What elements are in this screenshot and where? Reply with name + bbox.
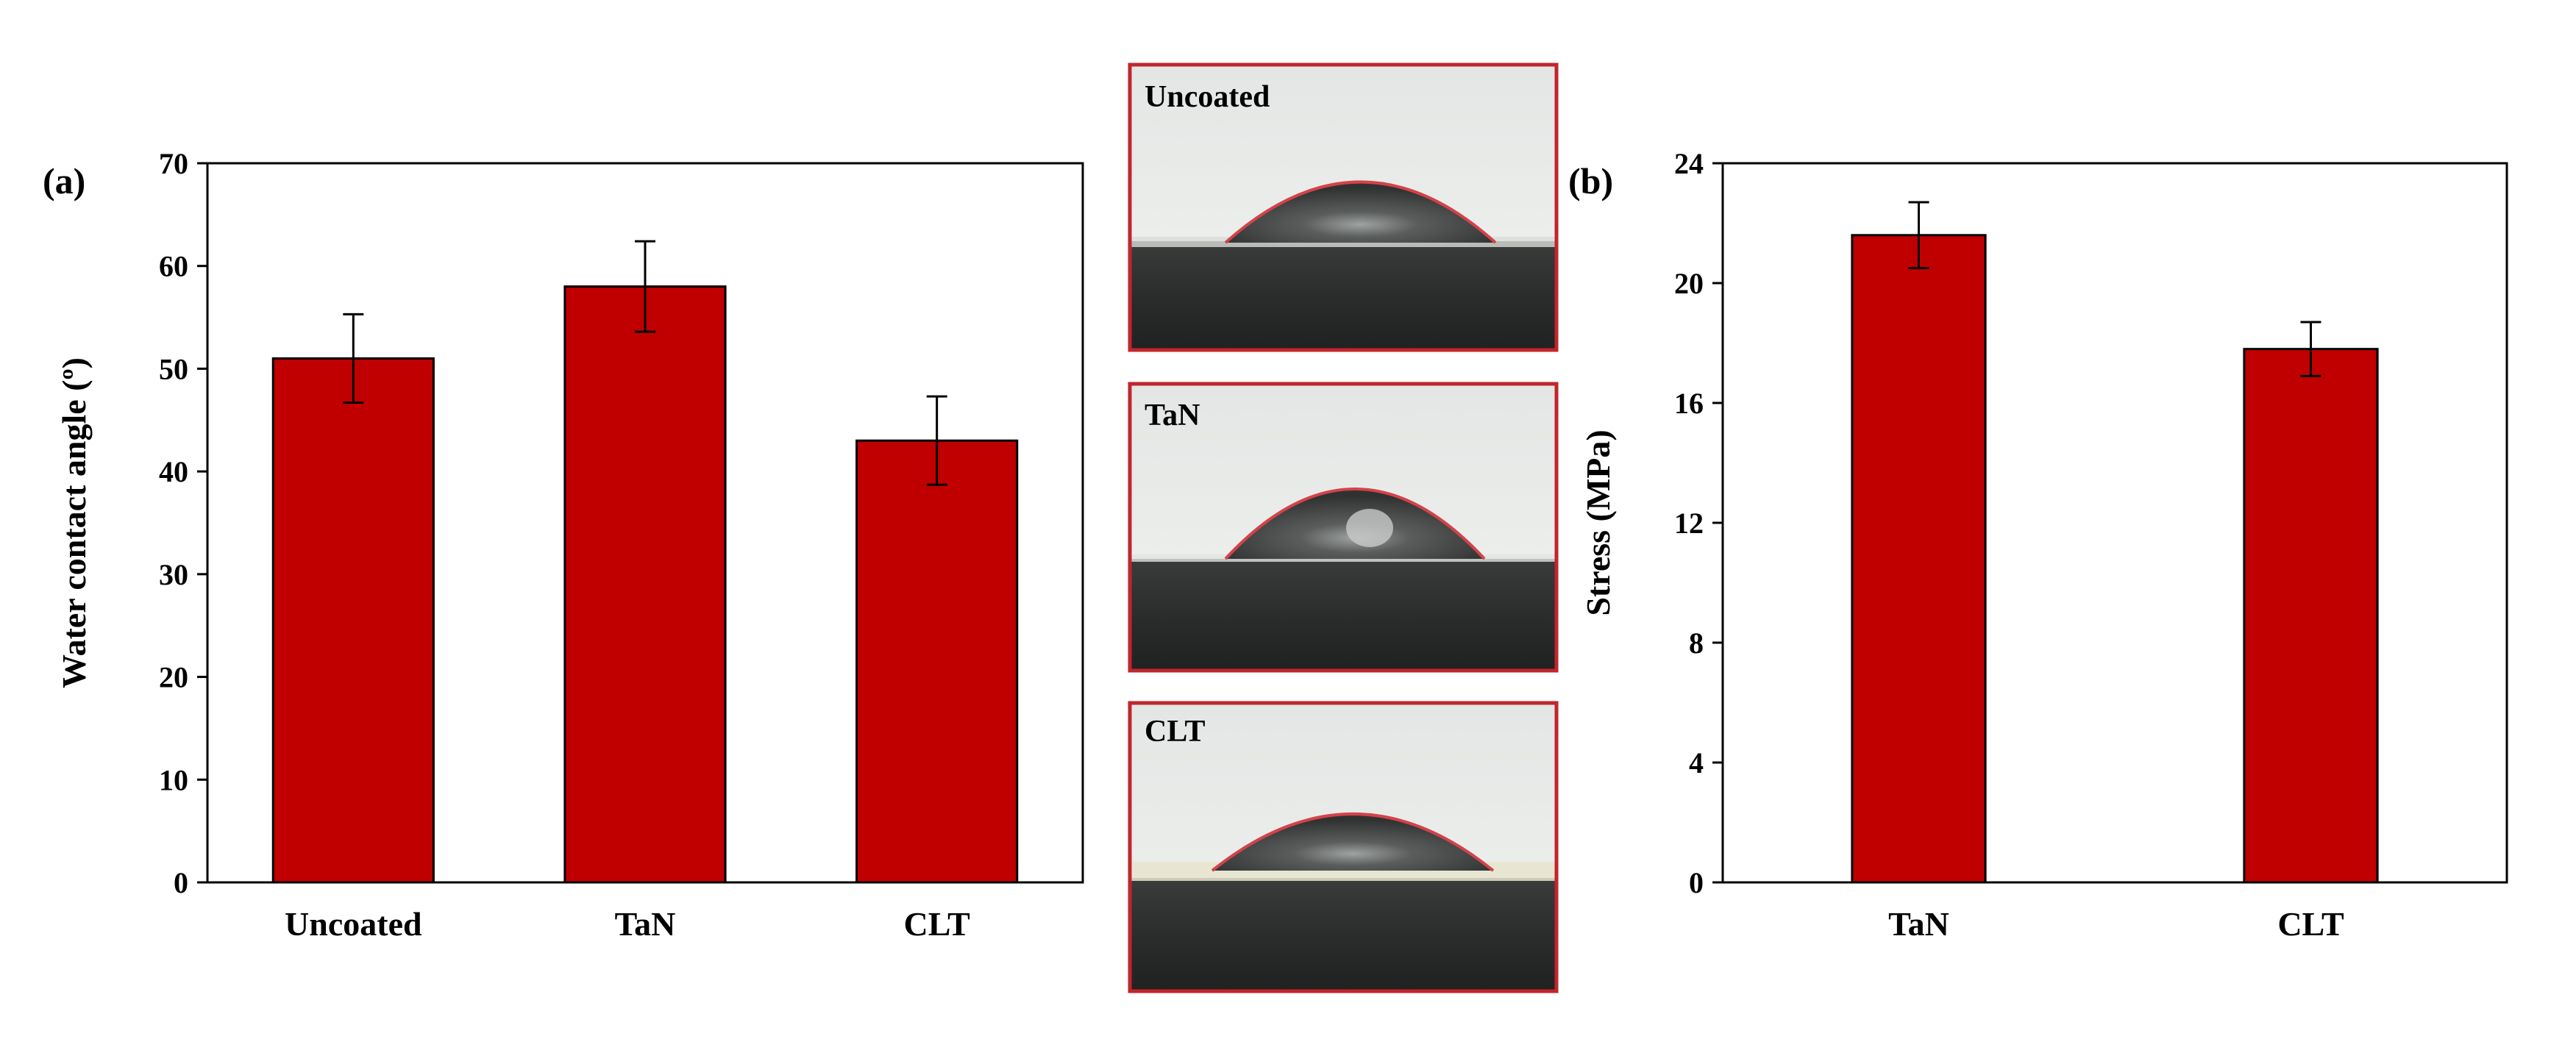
- x-tick-label-clt: CLT: [2277, 905, 2344, 943]
- error-bar-tan: [1908, 201, 1929, 270]
- contact-angle-chart: (a) 0 10 20 30 40 50 60 70 Uncoated TaN CLT Water…: [43, 147, 1084, 943]
- x-tick-label-tan: TaN: [615, 905, 676, 943]
- x-tick-label-clt: CLT: [903, 905, 969, 943]
- y-axis-label-b: Stress (MPa): [1579, 429, 1617, 615]
- photo-label-uncoated: Uncoated: [1145, 80, 1270, 114]
- x-tick-label-uncoated: Uncoated: [285, 905, 422, 943]
- y-tick-label: 0: [174, 866, 188, 899]
- bar-clt: [2243, 348, 2379, 884]
- photo-tan: TaN: [1128, 382, 1559, 673]
- error-bar-tan: [635, 240, 655, 333]
- bar-clt: [855, 439, 1019, 884]
- stress-chart: (b) 0 4 8 12 16 20 24 TaN CLT Stress (MPa): [1568, 147, 2508, 943]
- y-tick-label: 30: [159, 558, 188, 591]
- error-bar-clt: [926, 395, 947, 486]
- bar-tan: [563, 285, 727, 884]
- y-tick-label: 0: [1689, 866, 1704, 899]
- droplet-photos: Uncoated TaN CLT: [1128, 63, 1559, 993]
- photo-label-tan: TaN: [1145, 399, 1200, 432]
- y-tick-label: 10: [159, 763, 188, 796]
- y-axis-label-a: Water contact angle (º): [55, 357, 93, 688]
- y-tick-label: 20: [1674, 267, 1704, 300]
- error-bar-clt: [2300, 321, 2321, 377]
- y-tick-label: 60: [159, 250, 188, 283]
- bar-uncoated: [271, 357, 435, 884]
- y-tick-label: 50: [159, 352, 188, 385]
- y-tick-label: 12: [1674, 507, 1704, 540]
- photo-clt: CLT: [1128, 701, 1559, 993]
- x-tick-label-tan: TaN: [1888, 905, 1949, 943]
- panel-label-b: (b): [1568, 160, 1613, 201]
- photo-uncoated: Uncoated: [1128, 63, 1559, 352]
- y-tick-label: 20: [159, 661, 188, 694]
- error-bar-uncoated: [343, 313, 364, 404]
- plot-frame-b: [1721, 162, 2508, 884]
- panel-label-a: (a): [43, 160, 85, 201]
- y-tick-label: 70: [159, 147, 188, 180]
- photo-label-clt: CLT: [1145, 715, 1206, 749]
- y-tick-label: 4: [1689, 746, 1704, 779]
- bar-tan: [1851, 234, 1987, 884]
- y-tick-label: 8: [1689, 626, 1704, 660]
- y-tick-label: 24: [1674, 147, 1704, 180]
- y-tick-label: 16: [1674, 387, 1704, 420]
- y-tick-label: 40: [159, 455, 188, 488]
